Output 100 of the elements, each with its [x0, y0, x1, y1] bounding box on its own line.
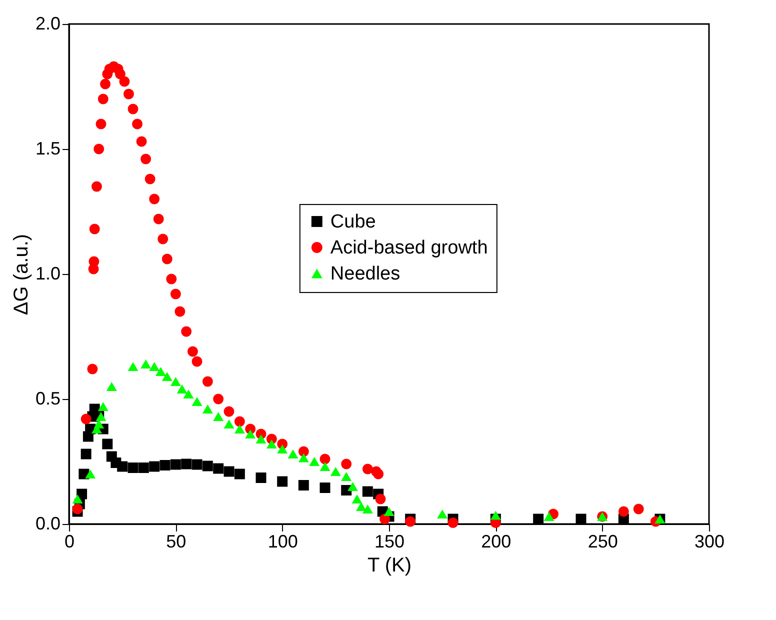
point	[100, 78, 111, 90]
point	[375, 494, 386, 504]
point	[266, 439, 277, 449]
point	[341, 472, 352, 482]
y-tick-label: 1.0	[35, 264, 60, 284]
point	[576, 514, 586, 524]
point	[405, 516, 416, 527]
point	[288, 449, 298, 459]
point	[202, 376, 213, 387]
point	[123, 88, 134, 100]
point	[98, 94, 108, 104]
point	[224, 466, 234, 477]
point	[128, 362, 138, 372]
point	[192, 356, 202, 367]
point	[234, 468, 245, 480]
point	[192, 396, 202, 406]
point	[490, 510, 501, 520]
point	[234, 416, 245, 427]
point	[88, 256, 100, 267]
point	[183, 389, 194, 399]
point	[166, 274, 177, 284]
point	[140, 154, 152, 164]
point	[245, 429, 256, 439]
point	[341, 458, 352, 470]
point	[448, 518, 458, 528]
x-tick-label: 50	[166, 532, 186, 552]
point	[633, 504, 644, 514]
point	[618, 506, 629, 517]
point	[256, 434, 266, 444]
point	[160, 460, 170, 470]
point	[298, 453, 309, 462]
point	[373, 468, 384, 480]
y-axis-title: ΔG (a.u.)	[10, 234, 32, 316]
point	[192, 459, 202, 470]
point	[149, 362, 160, 372]
point	[94, 144, 104, 154]
x-tick-label: 150	[374, 532, 405, 552]
point	[224, 406, 234, 417]
point	[174, 306, 186, 317]
point	[72, 504, 83, 514]
point	[89, 224, 100, 234]
legend-label: Needles	[330, 264, 400, 284]
point	[155, 366, 166, 376]
point	[91, 181, 102, 192]
point	[176, 384, 188, 394]
point	[437, 509, 448, 519]
point	[320, 482, 330, 493]
point	[181, 458, 192, 470]
y-tick-label: 0.0	[35, 514, 60, 534]
x-axis-title: T (K)	[367, 554, 412, 576]
y-tick-label: 1.5	[35, 138, 60, 158]
point	[136, 136, 147, 147]
point	[140, 359, 152, 369]
point	[162, 254, 172, 264]
point	[132, 118, 143, 130]
point	[202, 404, 213, 414]
point	[170, 288, 181, 300]
point	[320, 462, 330, 472]
point	[153, 214, 164, 224]
point	[85, 469, 96, 479]
point	[128, 104, 138, 114]
point	[187, 346, 198, 357]
point	[330, 466, 341, 476]
point	[117, 461, 128, 472]
point	[158, 234, 168, 244]
y-tick-label: 2.0	[35, 14, 60, 34]
point	[80, 448, 92, 460]
point	[138, 462, 149, 473]
point	[379, 514, 390, 524]
point	[96, 118, 106, 130]
point	[309, 456, 320, 466]
y-tick-label: 0.5	[35, 388, 60, 408]
point	[533, 514, 544, 524]
point	[277, 476, 288, 487]
point	[128, 462, 138, 473]
point	[362, 486, 373, 497]
point	[544, 512, 554, 522]
point	[170, 459, 181, 470]
x-tick-label: 200	[481, 532, 512, 552]
point	[362, 464, 373, 474]
point	[149, 194, 160, 204]
point	[277, 444, 288, 454]
point	[144, 174, 156, 184]
point	[234, 424, 245, 434]
point	[256, 472, 266, 483]
point	[170, 376, 181, 386]
point	[119, 76, 130, 87]
point	[106, 382, 117, 392]
point	[298, 446, 309, 457]
point	[72, 494, 83, 504]
point	[96, 412, 106, 422]
point	[356, 502, 367, 512]
point	[213, 412, 224, 422]
point	[114, 68, 126, 80]
point	[98, 402, 108, 412]
point	[80, 414, 92, 424]
point	[298, 480, 309, 490]
point	[102, 438, 113, 450]
point	[162, 372, 172, 382]
point	[213, 463, 224, 474]
